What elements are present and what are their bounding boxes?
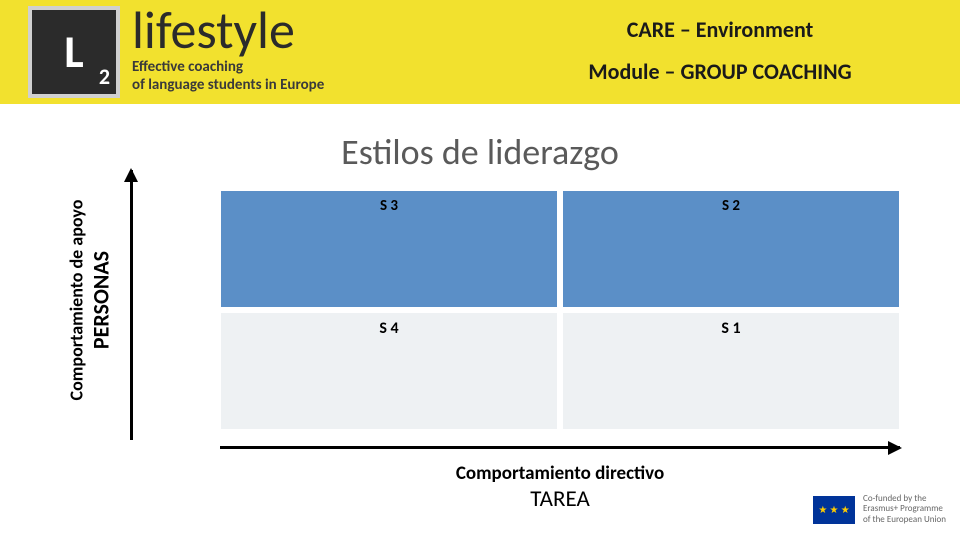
quadrant-s2-label: S 2	[722, 197, 740, 215]
logo-text: lifestyle Effective coaching of language…	[132, 4, 324, 94]
x-axis-line1: Comportamiento directivo	[220, 462, 900, 485]
eu-cofunded-badge: ★ ★ ★ Co-funded by the Erasmus+ Programm…	[813, 494, 946, 526]
y-axis-arrow-icon	[130, 170, 133, 440]
eu-text-l3: of the European Union	[863, 515, 946, 526]
eu-cofunded-text: Co-funded by the Erasmus+ Programme of t…	[863, 494, 946, 526]
quadrant-s1: S 1	[562, 312, 900, 430]
quadrant-s4: S 4	[220, 312, 558, 430]
module-label: Module – GROUP COACHING	[500, 58, 940, 85]
x-axis-arrow-icon	[220, 446, 900, 449]
tagline-2: of language students in Europe	[132, 76, 324, 94]
leadership-matrix: S 3 S 2 S 4 S 1	[220, 190, 900, 430]
brand-wordmark: lifestyle	[132, 4, 324, 56]
tagline-1: Effective coaching	[132, 58, 324, 76]
y-axis-line2: PERSONAS	[88, 200, 115, 401]
quadrant-s2: S 2	[562, 190, 900, 308]
x-axis-labels: Comportamiento directivo TAREA	[220, 462, 900, 513]
eu-flag-icon: ★ ★ ★	[813, 496, 855, 524]
care-environment-label: CARE – Environment	[500, 16, 940, 43]
logo-l2-number: 2	[99, 63, 110, 90]
y-axis-line1: Comportamiento de apoyo	[66, 200, 88, 401]
x-axis-line2: TAREA	[220, 485, 900, 513]
slide-title: Estilos de liderazgo	[0, 130, 960, 174]
logo-l2-letter: L	[64, 24, 83, 80]
logo-l2-icon: L 2	[28, 6, 120, 98]
quadrant-s3: S 3	[220, 190, 558, 308]
quadrant-s3-label: S 3	[380, 197, 398, 215]
y-axis-labels: Comportamiento de apoyo PERSONAS	[66, 200, 115, 401]
